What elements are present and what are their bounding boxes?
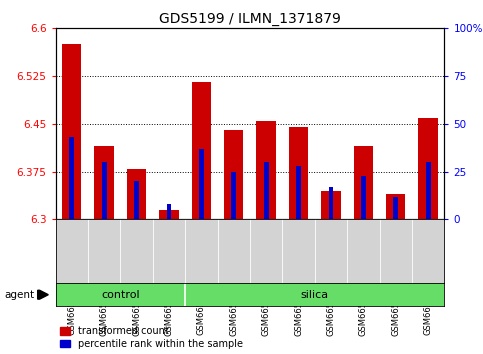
Bar [62, 44, 82, 219]
Bar [134, 181, 139, 219]
Bar [102, 162, 107, 219]
Bar [224, 130, 243, 219]
Text: agent: agent [5, 290, 35, 300]
Bar [321, 191, 341, 219]
Bar [95, 146, 114, 219]
Legend: transformed count, percentile rank within the sample: transformed count, percentile rank withi… [60, 326, 243, 349]
Text: silica: silica [301, 290, 329, 300]
Bar [328, 187, 333, 219]
Bar [354, 146, 373, 219]
Bar [426, 162, 430, 219]
Title: GDS5199 / ILMN_1371879: GDS5199 / ILMN_1371879 [159, 12, 341, 26]
Bar [70, 137, 74, 219]
Bar [386, 194, 405, 219]
Bar [167, 204, 171, 219]
Bar [264, 162, 269, 219]
Bar [231, 172, 236, 219]
Bar [256, 121, 276, 219]
Bar [199, 149, 204, 219]
Bar [289, 127, 308, 219]
Bar [393, 196, 398, 219]
Bar [296, 166, 301, 219]
Bar [192, 82, 211, 219]
Bar [418, 118, 438, 219]
Bar [361, 176, 366, 219]
Text: control: control [101, 290, 140, 300]
Bar [159, 210, 179, 219]
Bar [127, 169, 146, 219]
